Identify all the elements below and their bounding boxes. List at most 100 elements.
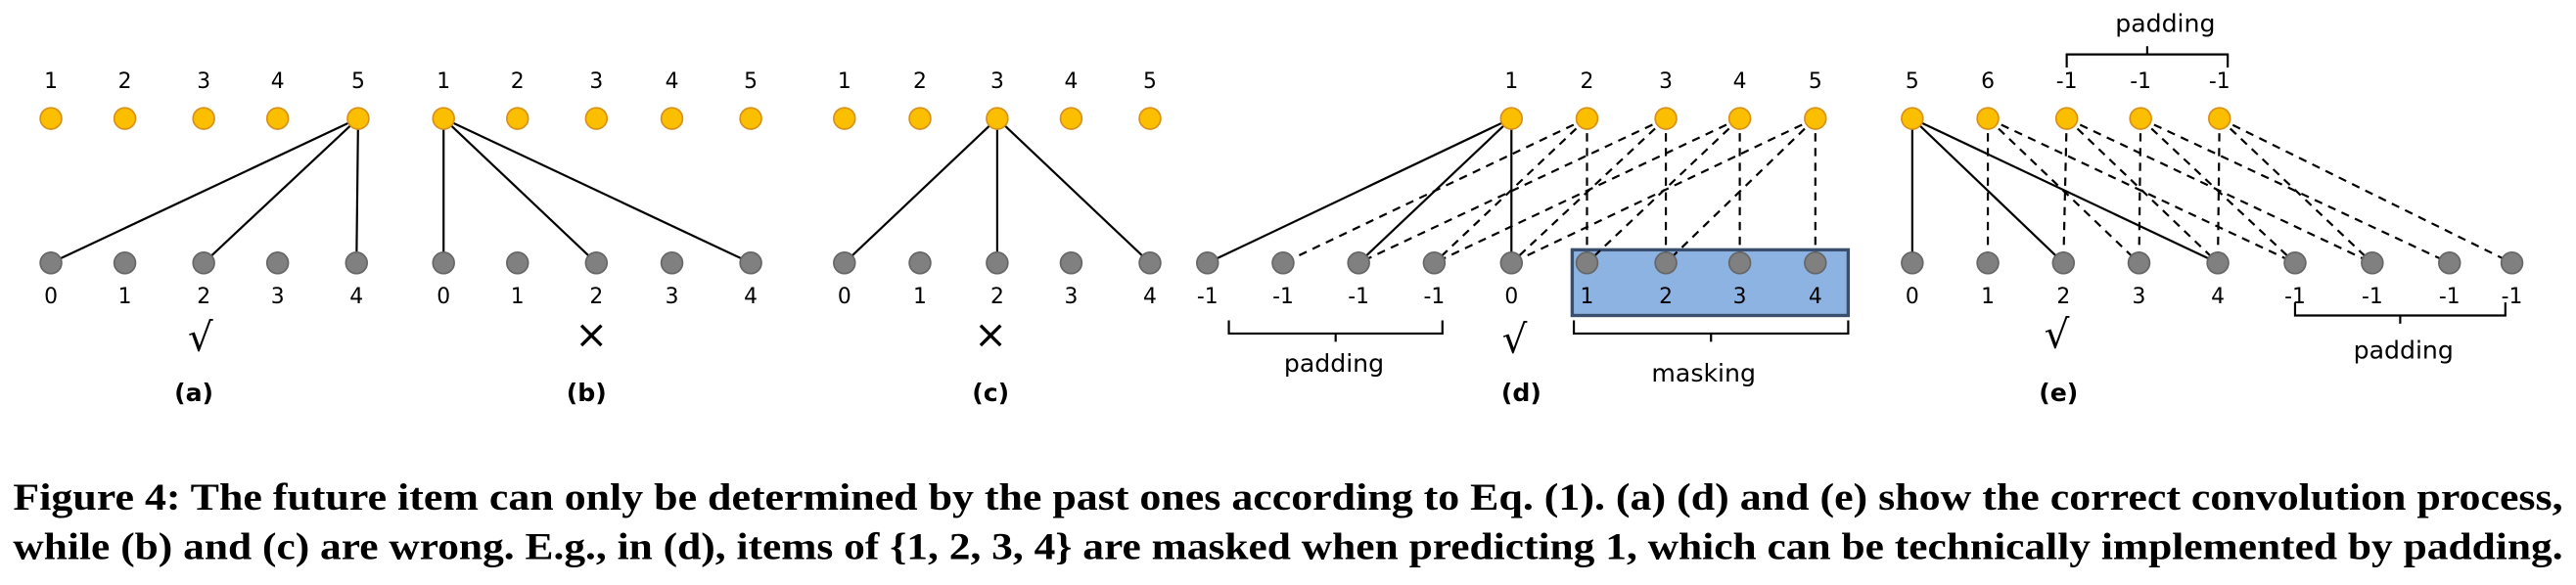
bottom-node (345, 251, 368, 275)
bottom-label: 3 (2133, 285, 2146, 309)
top-node (113, 107, 137, 130)
bottom-label: 1 (1981, 285, 1995, 309)
connection (442, 117, 598, 264)
bottom-label: 3 (666, 285, 679, 309)
top-label: 5 (351, 69, 365, 94)
bottom-label: -1 (1348, 285, 1369, 309)
connection (1911, 117, 2065, 264)
bottom-node (1138, 251, 1162, 275)
bottom-node (113, 251, 137, 275)
top-label: 2 (118, 69, 132, 94)
bottom-label: -1 (2502, 285, 2523, 309)
top-label: 2 (511, 69, 525, 94)
bottom-node (39, 251, 63, 275)
top-node (2054, 107, 2079, 130)
connection (355, 118, 360, 263)
bottom-label: 4 (1809, 285, 1822, 309)
bottom-label: -1 (1424, 285, 1446, 309)
top-node (506, 107, 529, 130)
top-label: 1 (1504, 69, 1518, 94)
bottom-node (1575, 251, 1599, 275)
bottom-node (506, 251, 529, 275)
connection (1987, 117, 2140, 264)
connection (2216, 118, 2221, 263)
verdict: √ (2045, 312, 2070, 357)
bottom-label: 0 (838, 285, 851, 309)
top-node (1654, 107, 1678, 130)
bottom-label: -1 (2284, 285, 2306, 309)
top-node (1901, 107, 1924, 130)
bottom-node (1347, 251, 1370, 275)
bottom-label: 4 (744, 285, 758, 309)
bottom-label: 2 (197, 285, 210, 309)
top-node (265, 107, 290, 130)
bottom-label: 2 (990, 285, 1004, 309)
bottom-label: 0 (44, 285, 58, 309)
bottom-label: -1 (2362, 285, 2383, 309)
bottom-label: 0 (437, 285, 450, 309)
top-node (2129, 107, 2152, 130)
top-label: 4 (1733, 69, 1747, 94)
bottom-node (1499, 251, 1524, 275)
panel-label: (b) (567, 379, 607, 407)
bottom-node (1422, 251, 1447, 275)
masking-box (1570, 248, 1851, 318)
brace (2065, 46, 2230, 68)
bottom-node (2206, 251, 2230, 275)
bottom-label: -1 (1197, 285, 1219, 309)
top-label: -1 (2130, 69, 2151, 94)
caption-line: Figure 4: The future item can only be de… (13, 477, 2562, 518)
bottom-label: -1 (1272, 285, 1294, 309)
top-label: 2 (913, 69, 927, 94)
top-label: 3 (197, 69, 210, 94)
top-node (1499, 107, 1524, 130)
bottom-node (2283, 251, 2307, 275)
connection (844, 117, 998, 264)
bottom-label: 4 (349, 285, 363, 309)
bottom-label: 1 (1581, 285, 1594, 309)
bottom-node (2438, 251, 2461, 275)
connection (1207, 117, 1512, 264)
top-label: 2 (1581, 69, 1594, 94)
bottom-node (2127, 251, 2151, 275)
top-label: 1 (437, 69, 450, 94)
panel-label: (d) (1501, 379, 1541, 407)
connection (1357, 117, 1667, 264)
top-node (1976, 107, 2000, 130)
top-node (192, 107, 215, 130)
connection (996, 117, 1151, 264)
bottom-node (265, 251, 290, 275)
bottom-node (1196, 251, 1219, 275)
bottom-node (660, 251, 684, 275)
connection (442, 117, 752, 264)
top-label: 3 (589, 69, 603, 94)
connection (50, 117, 359, 264)
connection (1282, 117, 1587, 264)
connection (2065, 117, 2219, 264)
top-label: 5 (1906, 69, 1919, 94)
top-node (346, 107, 370, 130)
connection (1911, 117, 2219, 264)
bottom-label: 2 (1659, 285, 1673, 309)
top-node (2208, 107, 2231, 130)
top-label: 1 (44, 69, 58, 94)
top-label: 3 (990, 69, 1004, 94)
panel-label: (a) (174, 379, 213, 407)
bottom-label: 0 (1906, 285, 1919, 309)
bottom-node (432, 251, 455, 275)
bottom-label: 3 (1064, 285, 1078, 309)
top-node (1138, 107, 1162, 130)
bottom-node (1976, 251, 2000, 275)
brace-label: padding (2354, 336, 2454, 364)
bottom-node (833, 251, 856, 275)
top-node (39, 107, 63, 130)
connection (2066, 117, 2373, 264)
connection (203, 117, 359, 264)
caption-line: while (b) and (c) are wrong. E.g., in (d… (13, 526, 2562, 567)
top-label: 4 (666, 69, 679, 94)
bottom-label: 0 (1504, 285, 1518, 309)
verdict: × (974, 312, 1007, 357)
top-label: 1 (838, 69, 851, 94)
verdict: √ (1502, 317, 1528, 362)
top-node (908, 107, 932, 130)
